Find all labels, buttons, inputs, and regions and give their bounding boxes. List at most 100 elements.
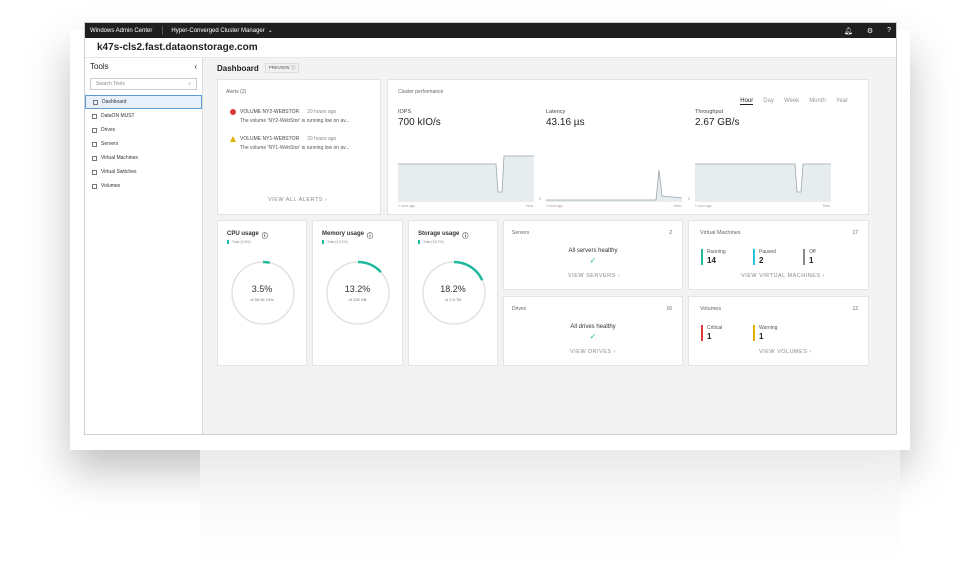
memory-usage-value: 13.2% <box>344 284 371 294</box>
manager-dropdown[interactable]: Hyper-Converged Cluster Manager ⌄ <box>171 27 272 35</box>
alerts-card: Alerts (2) VOLUME NY2-WEBSTOR 20 hours ag… <box>217 79 381 215</box>
servers-card: Servers 2 All servers healthy ✓ VIEW SER… <box>503 220 683 290</box>
memory-usage-card: Memory usage ⓘ Total (13.2%) 13.2% of 128… <box>312 220 403 366</box>
link-label: VIEW VOLUMES <box>759 349 808 355</box>
throughput-chart <box>695 163 831 202</box>
cpu-usage-title-text: CPU usage <box>227 231 259 237</box>
collapse-chevron-icon[interactable]: ‹ <box>194 62 197 71</box>
iops-area <box>398 156 534 202</box>
alert-item[interactable]: VOLUME NY1-WEBSTOR 20 hours ago The volum… <box>230 136 350 151</box>
sidebar-header: Tools ‹ <box>85 58 202 75</box>
stat-label: Off <box>809 249 816 255</box>
time-range-tabs: Hour Day Week Month Year <box>740 98 848 105</box>
stat-value: 14 <box>707 256 716 265</box>
link-label: VIEW SERVERS <box>568 273 616 279</box>
view-drives-link[interactable]: VIEW DRIVES › <box>570 349 616 355</box>
alert-body: The volume 'NY1-WebStor' is running low … <box>240 145 350 151</box>
cpu-usage-legend: Total (3.5%) <box>227 240 251 244</box>
stat-value: 2 <box>759 256 764 265</box>
throughput-line <box>695 163 831 193</box>
throughput-axis-start: 1 hour ago <box>695 204 712 208</box>
server-icon <box>92 141 97 147</box>
tab-year[interactable]: Year <box>835 98 848 104</box>
iops-label: IOPS <box>398 109 412 115</box>
view-servers-link[interactable]: VIEW SERVERS › <box>568 273 621 279</box>
stat-value: 1 <box>809 256 814 265</box>
sidebar-item-dataon-must[interactable]: DataON MUST <box>85 109 202 123</box>
latency-axis-zero: 0 <box>539 197 541 201</box>
storage-donut <box>421 260 487 326</box>
alert-time: 20 hours ago <box>307 136 337 142</box>
throughput-axis-end: Now <box>823 204 831 208</box>
notification-bell-icon[interactable]: 🔔︎ <box>843 27 853 35</box>
iops-value: 700 kIO/s <box>398 117 441 128</box>
view-volumes-link[interactable]: VIEW VOLUMES › <box>759 349 812 355</box>
volume-icon <box>92 183 97 189</box>
sidebar-item-virtual-machines[interactable]: Virtual Machines <box>85 151 202 165</box>
tab-week[interactable]: Week <box>783 98 800 104</box>
sidebar-item-label: Virtual Switches <box>101 169 137 175</box>
link-label: VIEW ALL ALERTS <box>268 197 323 203</box>
view-virtual-machines-link[interactable]: VIEW VIRTUAL MACHINES › <box>741 273 825 279</box>
main-content: Dashboard PREVIEW ⓘ Alerts (2) VOLUME NY… <box>203 58 896 434</box>
stat-label: Critical <box>707 325 723 331</box>
storage-usage-detail: of 2.5 TB <box>444 297 462 302</box>
help-icon[interactable]: ? <box>887 26 891 34</box>
storage-usage-arc <box>421 260 487 326</box>
memory-usage-legend: Total (13.2%) <box>322 240 348 244</box>
app-window: Windows Admin Center Hyper-Converged Clu… <box>84 22 897 435</box>
iops-axis-end: Now <box>526 204 534 208</box>
memory-usage-title-text: Memory usage <box>322 231 365 237</box>
storage-usage-title-text: Storage usage <box>418 231 460 237</box>
host-name: k47s-cls2.fast.dataonstorage.com <box>85 38 896 58</box>
vm-stat-running[interactable]: Running 14 <box>701 249 726 265</box>
vm-stat-paused[interactable]: Paused 2 <box>753 249 776 265</box>
memory-usage-detail: of 128 GB <box>348 297 367 302</box>
iops-chart <box>398 155 534 202</box>
info-icon[interactable]: ⓘ <box>462 234 469 240</box>
app-title[interactable]: Windows Admin Center <box>90 27 153 34</box>
search-input[interactable]: Search Tools ⌕ <box>90 78 197 90</box>
tab-day[interactable]: Day <box>763 98 774 104</box>
servers-count: 2 <box>669 230 672 236</box>
home-icon <box>93 99 98 105</box>
sidebar-item-volumes[interactable]: Volumes <box>85 179 202 193</box>
alert-name: VOLUME NY1-WEBSTOR <box>240 136 300 142</box>
vms-title: Virtual Machines <box>700 230 741 236</box>
sidebar: Tools ‹ Search Tools ⌕ Dashboard DataON … <box>85 58 203 434</box>
top-bar: Windows Admin Center Hyper-Converged Clu… <box>85 23 896 38</box>
sidebar-item-virtual-switches[interactable]: Virtual Switches <box>85 165 202 179</box>
critical-icon <box>230 109 236 115</box>
vm-stat-off[interactable]: Off 1 <box>803 249 816 265</box>
volume-stat-warning[interactable]: Warning 1 <box>753 325 777 341</box>
info-icon[interactable]: ⓘ <box>261 234 268 240</box>
page-title: Dashboard PREVIEW ⓘ <box>217 63 300 73</box>
info-icon[interactable]: ⓘ <box>367 234 374 240</box>
memory-usage-title: Memory usage ⓘ <box>322 231 373 240</box>
cpu-usage-title: CPU usage ⓘ <box>227 231 268 240</box>
view-all-alerts-link[interactable]: VIEW ALL ALERTS › <box>268 197 328 203</box>
servers-status: All servers healthy <box>568 248 618 254</box>
sidebar-item-servers[interactable]: Servers <box>85 137 202 151</box>
alerts-title: Alerts (2) <box>226 89 247 95</box>
cpu-usage-value: 3.5% <box>251 284 273 294</box>
sidebar-item-label: Dashboard <box>102 99 127 105</box>
sidebar-item-label: DataON MUST <box>101 113 135 119</box>
sidebar-item-label: Volumes <box>101 183 121 189</box>
sidebar-title: Tools <box>90 62 109 71</box>
alert-time: 20 hours ago <box>307 109 337 115</box>
tab-hour[interactable]: Hour <box>740 98 754 105</box>
sidebar-item-dashboard[interactable]: Dashboard <box>85 95 202 109</box>
latency-line <box>546 169 682 201</box>
memory-usage-arc <box>325 260 391 326</box>
latency-axis-start: 1 hour ago <box>546 204 563 208</box>
gear-icon[interactable]: ⚙ <box>866 27 874 35</box>
tab-month[interactable]: Month <box>809 98 826 104</box>
storage-usage-title: Storage usage ⓘ <box>418 231 468 240</box>
latency-value: 43.16 µs <box>546 117 585 128</box>
alert-item[interactable]: VOLUME NY2-WEBSTOR 20 hours ago The volum… <box>230 109 350 124</box>
drives-count: 16 <box>666 306 672 312</box>
volume-stat-critical[interactable]: Critical 1 <box>701 325 722 341</box>
topbar-separator <box>162 26 164 35</box>
sidebar-item-drives[interactable]: Drives <box>85 123 202 137</box>
